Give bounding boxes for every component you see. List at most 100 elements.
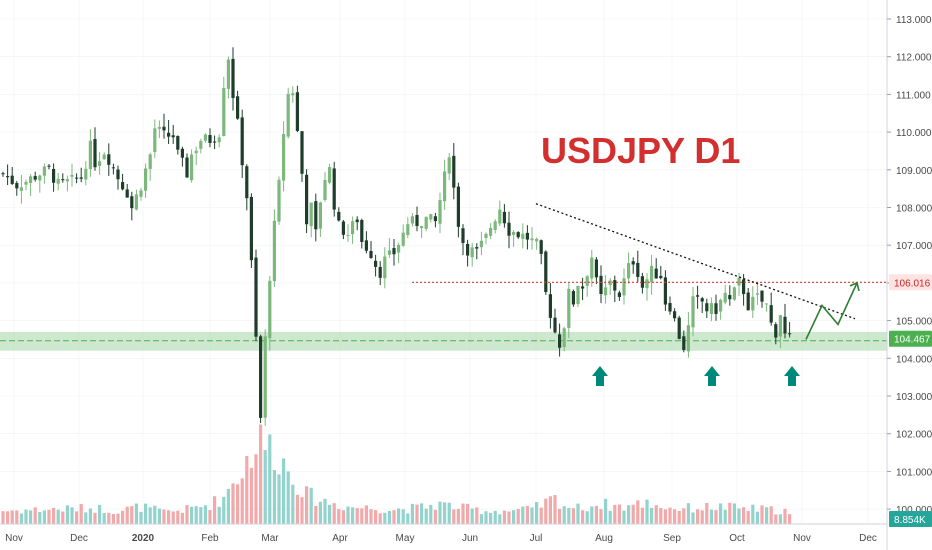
volume-bar — [636, 500, 640, 524]
up-arrow-icon — [704, 366, 720, 386]
candle-body — [38, 175, 42, 181]
candle-body — [544, 251, 548, 293]
candle-body — [553, 317, 557, 333]
candle-body — [429, 214, 433, 220]
drawings-layer[interactable] — [412, 203, 887, 386]
candle-body — [608, 280, 612, 285]
volume-bar — [742, 507, 746, 524]
candle-body — [65, 179, 69, 182]
candle-body — [387, 250, 391, 255]
candle-body — [194, 150, 198, 154]
volume-bar — [245, 456, 249, 524]
volume-bar — [249, 467, 253, 524]
candle-body — [341, 221, 345, 235]
candle-body — [438, 200, 442, 224]
volume-bar — [576, 503, 580, 524]
volume-bar — [719, 503, 723, 524]
volume-bar — [443, 502, 447, 524]
candle-body — [470, 247, 474, 258]
candle-body — [286, 93, 290, 137]
candle-body — [378, 266, 382, 278]
volume-bar — [236, 484, 240, 524]
candle-body — [272, 220, 276, 282]
candle-body — [236, 96, 240, 119]
volume-bar — [751, 504, 755, 524]
volume-bar — [544, 498, 548, 524]
candle-body — [121, 182, 125, 190]
volume-bar — [144, 503, 148, 524]
volume-bar — [562, 506, 566, 524]
time-tick-label: Dec — [859, 533, 877, 544]
candle-body — [337, 211, 341, 221]
volume-bar — [139, 511, 143, 524]
volume-bar — [788, 514, 792, 524]
volume-bar — [498, 514, 502, 524]
candle-body — [61, 179, 65, 181]
candle-body — [88, 140, 92, 170]
candle-body — [397, 244, 401, 253]
volume-bar — [19, 513, 23, 524]
candle-body — [93, 139, 97, 168]
candle-body — [443, 171, 447, 202]
time-tick-label: Jul — [530, 533, 543, 544]
volume-bar — [171, 511, 175, 524]
candle-body — [213, 141, 217, 143]
candle-body — [139, 190, 143, 197]
candle-body — [33, 176, 37, 180]
candle-body — [562, 328, 566, 348]
volume-bar — [33, 507, 37, 524]
time-tick-label: Nov — [793, 533, 811, 544]
candle-body — [199, 141, 203, 149]
candle-body — [268, 280, 272, 339]
candle-body — [714, 303, 718, 314]
volume-bar — [355, 507, 359, 524]
volume-bar — [79, 503, 83, 524]
volume-bar — [415, 504, 419, 524]
candle-body — [217, 137, 221, 143]
volume-bar — [778, 514, 782, 524]
volume-bar — [558, 508, 562, 524]
volume-bar — [479, 514, 483, 524]
candle-body — [548, 294, 552, 318]
volume-bar — [314, 505, 318, 524]
candle-body — [599, 275, 603, 295]
candle-body — [351, 221, 355, 235]
candle-body — [778, 315, 782, 337]
candle-body — [539, 240, 543, 254]
volume-bar — [429, 504, 433, 524]
projection-path — [805, 282, 858, 340]
candle-body — [585, 276, 589, 286]
volume-bar — [167, 510, 171, 524]
up-arrow-icon — [592, 366, 608, 386]
candle-body — [475, 247, 479, 249]
time-axis[interactable]: Nov Dec 2020 Feb Mar Apr May Jun Jul Aug Sep Oct Nov… — [5, 533, 877, 544]
volume-bar — [180, 512, 184, 524]
volume-bar — [650, 507, 654, 524]
candle-body — [645, 279, 649, 289]
volume-bar — [746, 510, 750, 524]
support-price-tag-bg — [889, 330, 932, 347]
candle-body — [732, 287, 736, 300]
volume-bar — [203, 505, 207, 524]
volume-bar — [213, 496, 217, 524]
volume-bar — [456, 508, 460, 524]
candle-body — [663, 277, 667, 305]
candle-body — [493, 221, 497, 230]
candle-body — [47, 165, 51, 167]
candle-body — [364, 240, 368, 251]
support-price-tag: 104.467 — [894, 335, 931, 346]
volume-bar — [226, 488, 230, 524]
volume-bar — [424, 508, 428, 524]
volume-bar — [732, 503, 736, 524]
candle-body — [84, 168, 88, 180]
price-tick-label: 113.000 — [896, 15, 932, 26]
volume-bar — [659, 507, 663, 524]
volume-bar — [56, 509, 60, 524]
volume-bar — [157, 508, 161, 524]
volume-bar — [774, 514, 778, 524]
volume-bar — [705, 502, 709, 524]
volume-bar — [604, 498, 608, 524]
volume-bar — [392, 510, 396, 524]
